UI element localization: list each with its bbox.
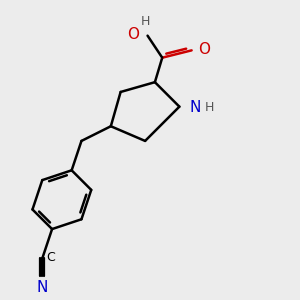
Text: N: N bbox=[189, 100, 200, 116]
Text: H: H bbox=[140, 15, 150, 28]
Text: C: C bbox=[47, 251, 56, 264]
Text: H: H bbox=[205, 101, 214, 114]
Text: N: N bbox=[37, 280, 48, 296]
Text: O: O bbox=[127, 27, 139, 42]
Text: O: O bbox=[198, 42, 210, 57]
